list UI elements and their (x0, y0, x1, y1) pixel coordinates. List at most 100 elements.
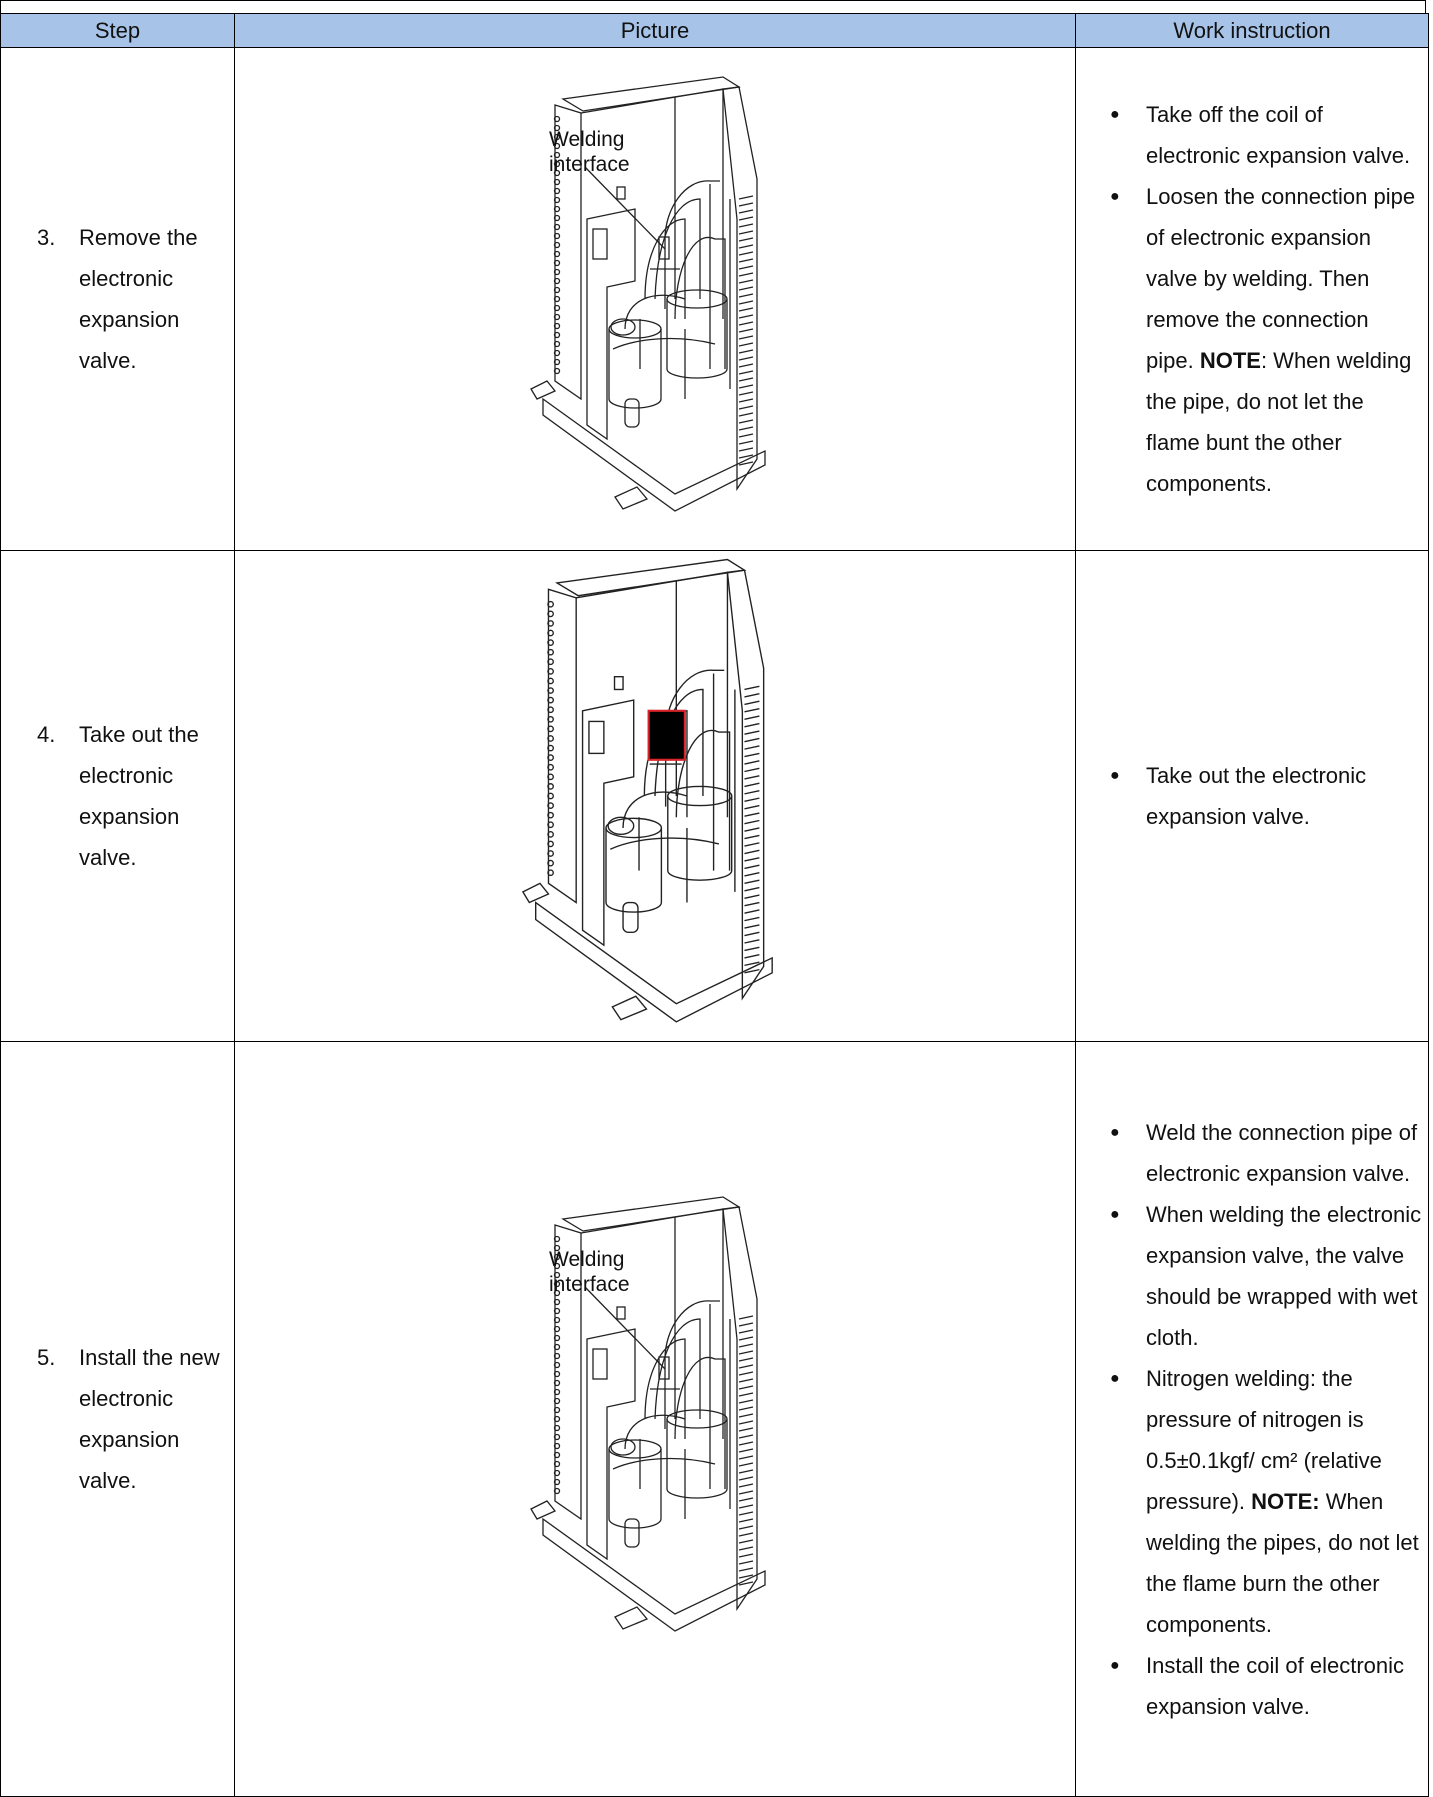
fin (744, 797, 760, 803)
fin (744, 827, 760, 832)
fin (738, 1497, 754, 1502)
fin (738, 1378, 754, 1383)
coil-fin (553, 1478, 561, 1486)
instruction-item: Install the coil of electronic expansion… (1110, 1645, 1422, 1727)
header-cell: Picture (234, 13, 1076, 48)
label-plate (592, 1348, 608, 1380)
pipe (664, 1300, 720, 1429)
fin (744, 715, 760, 720)
filter (624, 1518, 640, 1548)
fin (744, 909, 760, 914)
coil-fin (547, 620, 554, 627)
fin (738, 1392, 754, 1397)
note-label: NOTE (1199, 348, 1261, 373)
coil-fin (553, 313, 561, 321)
fin (738, 1434, 754, 1439)
coil-fin (553, 1406, 561, 1414)
instruction-list: Weld the connection pipe of electronic e… (1076, 1112, 1428, 1727)
coil-fin (547, 783, 554, 790)
fin (744, 685, 760, 691)
coil-fin (553, 115, 561, 123)
pipe (612, 1457, 716, 1470)
step-number: 5. (37, 1345, 56, 1370)
coil-fin (547, 639, 554, 646)
coil-fin (547, 687, 554, 694)
fin (738, 1315, 754, 1320)
coil-fin (553, 1415, 561, 1423)
unit-drawing (530, 76, 766, 512)
fin (744, 842, 760, 847)
instruction-text: : When welding the pipe, do not let the … (1146, 348, 1412, 496)
fin (738, 1448, 754, 1453)
fin (738, 223, 754, 228)
fin (738, 1532, 754, 1537)
step-number: 4. (37, 722, 56, 747)
coil-fin (553, 1370, 561, 1378)
coil-fin (553, 160, 561, 168)
picture: Welding interface (525, 1189, 785, 1649)
fin (738, 335, 754, 340)
base-tray (542, 397, 766, 512)
label-plate (588, 720, 605, 755)
coil-fin (553, 1334, 561, 1342)
instruction-item: Take off the coil of electronic expansio… (1110, 94, 1422, 176)
instruction-cell: Take off the coil of electronic expansio… (1075, 47, 1429, 551)
coil-fin (553, 295, 561, 303)
coil-fin (553, 1352, 561, 1360)
coil-fin (553, 151, 561, 159)
table-row: 5. Install the new electronic expansion v… (0, 1041, 1429, 1797)
step-text: Remove the electronic expansion valve. (79, 225, 198, 373)
fitting (616, 186, 626, 200)
fin (738, 1560, 754, 1565)
instruction-text: Nitrogen welding: the pressure of nitrog… (1146, 1365, 1382, 1514)
fitting (613, 676, 624, 691)
header-cell: Step (0, 13, 235, 48)
note-label: NOTE: (1251, 1488, 1320, 1514)
fin (738, 1462, 754, 1467)
fin (738, 1525, 754, 1530)
fitting (616, 1306, 626, 1320)
fin (738, 251, 754, 256)
coil-fin (553, 1280, 561, 1288)
header-row: Step Picture Work instruction (0, 13, 1429, 48)
step: 3. Remove the electronic expansion valve. (1, 217, 234, 381)
step: 5. Install the new electronic expansion v… (1, 1337, 234, 1501)
coil-fin (553, 1424, 561, 1432)
coil-fin (553, 232, 561, 240)
fin (744, 961, 760, 967)
coil-fin (553, 1307, 561, 1315)
header-cell: Work instruction (1075, 13, 1429, 48)
fin (744, 886, 760, 892)
fin (738, 405, 754, 410)
table-row: 3. Remove the electronic expansion valve.… (0, 47, 1429, 551)
pipe (654, 198, 701, 300)
unit-illustration (521, 558, 773, 1023)
filter (622, 901, 639, 934)
right-coil (726, 569, 765, 1001)
unit-drawing (530, 1196, 766, 1632)
fin (738, 1490, 754, 1495)
instruction-text: Loosen the connection pipe of electronic… (1146, 184, 1416, 373)
coil-fin (547, 859, 554, 867)
fin (738, 1413, 754, 1418)
fin (744, 707, 760, 713)
foot (521, 882, 550, 904)
inner-plate (586, 208, 636, 441)
coil-fin (553, 214, 561, 222)
fin (738, 321, 754, 326)
fin (738, 461, 754, 466)
coil-fin (553, 1442, 561, 1450)
fin (738, 293, 754, 298)
instruction-list: Take out the electronic expansion valve. (1076, 755, 1428, 837)
coil-fin (553, 322, 561, 330)
coil-fin (547, 850, 554, 857)
fin (738, 440, 754, 445)
fin (744, 968, 760, 974)
unit-drawing (521, 558, 773, 1023)
fin (738, 1553, 754, 1558)
instruction-cell: Weld the connection pipe of electronic e… (1075, 1041, 1429, 1797)
fin (738, 202, 754, 207)
compressor (666, 299, 728, 379)
fin (738, 419, 754, 424)
fin (744, 857, 760, 862)
